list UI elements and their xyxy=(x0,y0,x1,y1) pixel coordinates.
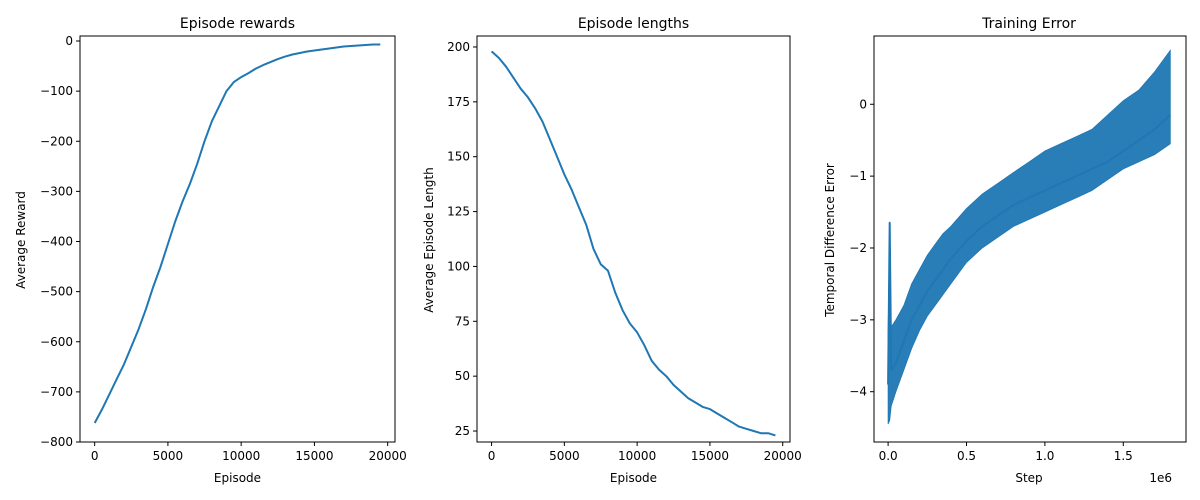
y-tick-label: −300 xyxy=(40,184,73,198)
y-tick-label: 200 xyxy=(447,40,470,54)
y-axis-label: Average Reward xyxy=(14,191,28,289)
x-tick-label: 15000 xyxy=(691,449,729,463)
y-tick-label: −600 xyxy=(40,335,73,349)
y-tick-label: −100 xyxy=(40,84,73,98)
x-axis-label: Episode xyxy=(610,471,657,485)
plot-area: 0 5000 10000 15000 20000 0 −100 −200 −300 −400 −50… xyxy=(40,34,407,463)
y-tick-label: 75 xyxy=(455,314,470,328)
y-tick-label: 0 xyxy=(859,97,867,111)
y-tick-label: 100 xyxy=(447,259,470,273)
x-tick-label: 20000 xyxy=(764,449,802,463)
x-tick-label: 0.5 xyxy=(957,449,976,463)
y-tick-label: 125 xyxy=(447,205,470,219)
y-tick-label: −500 xyxy=(40,285,73,299)
plot-area: 0.0 0.5 1.0 1.5 0 −1 −2 −3 −4 xyxy=(849,49,1171,463)
x-tick-label: 0 xyxy=(91,449,99,463)
y-tick-label: −400 xyxy=(40,235,73,249)
series-band xyxy=(887,49,1171,425)
y-axis-label: Average Episode Length xyxy=(422,167,436,312)
y-tick-label: 25 xyxy=(455,424,470,438)
y-tick-label: −3 xyxy=(849,313,867,327)
panel-episode-lengths: Episode lengths Episode Average Episode … xyxy=(422,16,802,485)
chart-title: Training Error xyxy=(981,16,1076,32)
series-line xyxy=(93,43,381,424)
series-line xyxy=(490,50,776,437)
x-tick-label: 20000 xyxy=(369,449,407,463)
x-tick-label: 1.0 xyxy=(1035,449,1054,463)
panel-training-error: Training Error Step Temporal Difference … xyxy=(823,16,1187,485)
x-tick-label: 10000 xyxy=(222,449,260,463)
y-axis-label: Temporal Difference Error xyxy=(823,163,837,318)
panel-episode-rewards: Episode rewards Episode Average Reward 0… xyxy=(14,16,407,485)
y-tick-label: −700 xyxy=(40,385,73,399)
axes-frame xyxy=(476,35,791,443)
y-tick-label: 175 xyxy=(447,95,470,109)
y-tick-label: −1 xyxy=(849,169,867,183)
y-tick-label: −4 xyxy=(849,385,867,399)
x-tick-label: 15000 xyxy=(295,449,333,463)
x-tick-label: 0.0 xyxy=(879,449,898,463)
y-tick-label: −200 xyxy=(40,134,73,148)
x-tick-label: 5000 xyxy=(549,449,580,463)
x-axis-label: Step xyxy=(1015,471,1042,485)
chart-title: Episode rewards xyxy=(180,16,295,32)
x-axis-label: Episode xyxy=(214,471,261,485)
x-tick-label: 1.5 xyxy=(1114,449,1133,463)
chart-title: Episode lengths xyxy=(578,16,689,32)
y-tick-label: 150 xyxy=(447,150,470,164)
axes-frame xyxy=(873,35,1187,443)
plot-area: 0 5000 10000 15000 20000 25 50 75 100 125 150 175 20… xyxy=(447,40,802,463)
series-line xyxy=(887,114,1171,385)
axes-frame xyxy=(79,35,396,443)
x-tick-label: 10000 xyxy=(618,449,656,463)
x-tick-label: 0 xyxy=(488,449,496,463)
y-tick-label: 0 xyxy=(65,34,73,48)
y-tick-label: 50 xyxy=(455,369,470,383)
y-tick-label: −800 xyxy=(40,435,73,449)
x-offset-label: 1e6 xyxy=(1149,471,1172,485)
x-tick-label: 5000 xyxy=(153,449,184,463)
y-tick-label: −2 xyxy=(849,241,867,255)
